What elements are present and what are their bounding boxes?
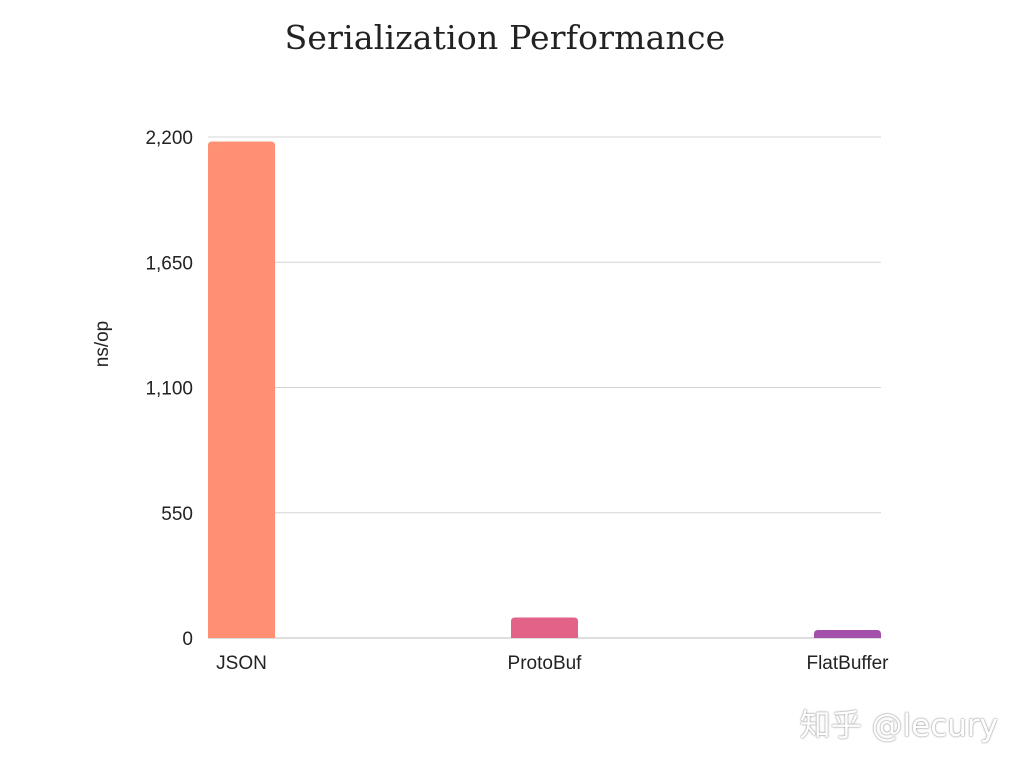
y-tick-label: 0	[182, 629, 193, 650]
x-tick-label: JSON	[216, 653, 267, 674]
x-tick-label: ProtoBuf	[508, 653, 583, 674]
bar-flatbuffer	[814, 630, 881, 638]
y-tick-label: 2,200	[145, 128, 193, 149]
chart-title: Serialization Performance	[284, 18, 726, 57]
bars	[208, 141, 881, 638]
y-tick-label: 1,100	[145, 379, 193, 400]
y-axis-title: ns/op	[92, 321, 113, 367]
y-tick-label: 550	[161, 504, 193, 525]
bar-protobuf	[511, 617, 578, 638]
bar-json	[208, 141, 275, 638]
watermark: 知乎 @lecury	[799, 708, 998, 744]
y-tick-label: 1,650	[145, 253, 193, 274]
gridlines	[208, 136, 881, 639]
x-tick-label: FlatBuffer	[806, 653, 889, 674]
x-axis-ticks: JSON ProtoBuf FlatBuffer	[216, 653, 889, 674]
y-axis-ticks: 0 550 1,100 1,650 2,200	[145, 128, 193, 650]
